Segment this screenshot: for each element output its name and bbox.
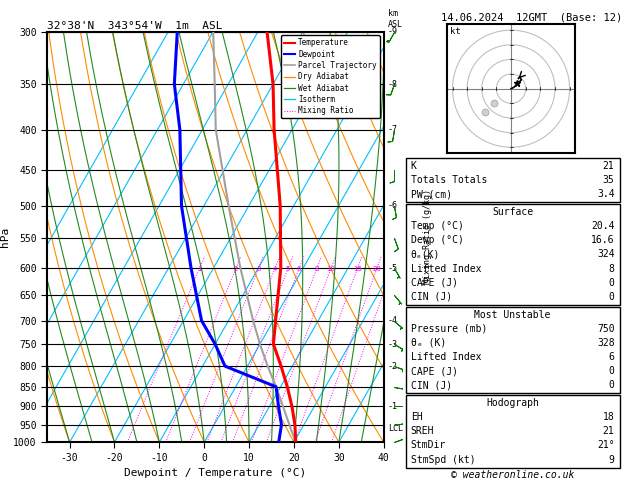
Text: 6: 6 (609, 352, 615, 362)
Text: -2: -2 (388, 362, 398, 371)
Text: kt: kt (450, 27, 460, 36)
Text: PW (cm): PW (cm) (411, 189, 452, 199)
Text: 8: 8 (314, 266, 319, 272)
Text: 324: 324 (597, 249, 615, 260)
Text: 328: 328 (597, 338, 615, 348)
Text: Temp (°C): Temp (°C) (411, 221, 464, 231)
Text: SREH: SREH (411, 426, 434, 436)
Text: 9: 9 (609, 454, 615, 465)
Text: EH: EH (411, 412, 423, 422)
Text: 0: 0 (609, 380, 615, 390)
Text: -7: -7 (388, 125, 398, 134)
Text: 21: 21 (603, 426, 615, 436)
Text: Surface: Surface (492, 207, 533, 217)
Text: 0: 0 (609, 366, 615, 376)
Text: 15: 15 (353, 266, 362, 272)
Text: 25: 25 (387, 266, 396, 272)
Text: © weatheronline.co.uk: © weatheronline.co.uk (451, 470, 574, 480)
Text: -6: -6 (388, 201, 398, 210)
Text: Lifted Index: Lifted Index (411, 263, 481, 274)
Legend: Temperature, Dewpoint, Parcel Trajectory, Dry Adiabat, Wet Adiabat, Isotherm, Mi: Temperature, Dewpoint, Parcel Trajectory… (281, 35, 380, 118)
Text: θₑ (K): θₑ (K) (411, 338, 446, 348)
Text: 3.4: 3.4 (597, 189, 615, 199)
Text: 18: 18 (603, 412, 615, 422)
Text: 0: 0 (609, 278, 615, 288)
Text: -4: -4 (388, 316, 398, 325)
Text: CIN (J): CIN (J) (411, 380, 452, 390)
Text: 6: 6 (297, 266, 301, 272)
Text: 0: 0 (609, 292, 615, 302)
Y-axis label: hPa: hPa (1, 227, 11, 247)
Text: StmSpd (kt): StmSpd (kt) (411, 454, 476, 465)
Text: 10: 10 (326, 266, 335, 272)
Text: 35: 35 (603, 175, 615, 185)
Text: 16.6: 16.6 (591, 235, 615, 245)
Text: 3: 3 (256, 266, 260, 272)
Text: -5: -5 (388, 263, 398, 273)
Text: CAPE (J): CAPE (J) (411, 366, 458, 376)
Text: Hodograph: Hodograph (486, 398, 539, 408)
Text: Totals Totals: Totals Totals (411, 175, 487, 185)
Text: 1: 1 (198, 266, 202, 272)
Text: 20.4: 20.4 (591, 221, 615, 231)
Text: -3: -3 (388, 340, 398, 348)
Text: Mixing Ratio (g/kg): Mixing Ratio (g/kg) (423, 190, 432, 284)
Text: 21: 21 (603, 161, 615, 171)
Text: 8: 8 (609, 263, 615, 274)
Text: CAPE (J): CAPE (J) (411, 278, 458, 288)
X-axis label: Dewpoint / Temperature (°C): Dewpoint / Temperature (°C) (125, 468, 306, 478)
Text: 20: 20 (372, 266, 381, 272)
Text: 5: 5 (286, 266, 290, 272)
Text: θₑ(K): θₑ(K) (411, 249, 440, 260)
Text: StmDir: StmDir (411, 440, 446, 451)
Text: Dewp (°C): Dewp (°C) (411, 235, 464, 245)
Text: LCL: LCL (388, 424, 403, 433)
Text: K: K (411, 161, 416, 171)
Text: km
ASL: km ASL (388, 9, 403, 29)
Text: 4: 4 (272, 266, 277, 272)
Text: 21°: 21° (597, 440, 615, 451)
Text: -8: -8 (388, 80, 398, 88)
Text: CIN (J): CIN (J) (411, 292, 452, 302)
Text: -1: -1 (388, 402, 398, 411)
Text: 2: 2 (233, 266, 238, 272)
Text: Pressure (mb): Pressure (mb) (411, 324, 487, 334)
Text: 32°38'N  343°54'W  1m  ASL: 32°38'N 343°54'W 1m ASL (47, 21, 223, 31)
Text: Lifted Index: Lifted Index (411, 352, 481, 362)
Text: -9: -9 (388, 27, 398, 36)
Text: Most Unstable: Most Unstable (474, 310, 551, 320)
Text: 750: 750 (597, 324, 615, 334)
Text: 14.06.2024  12GMT  (Base: 12): 14.06.2024 12GMT (Base: 12) (441, 12, 622, 22)
